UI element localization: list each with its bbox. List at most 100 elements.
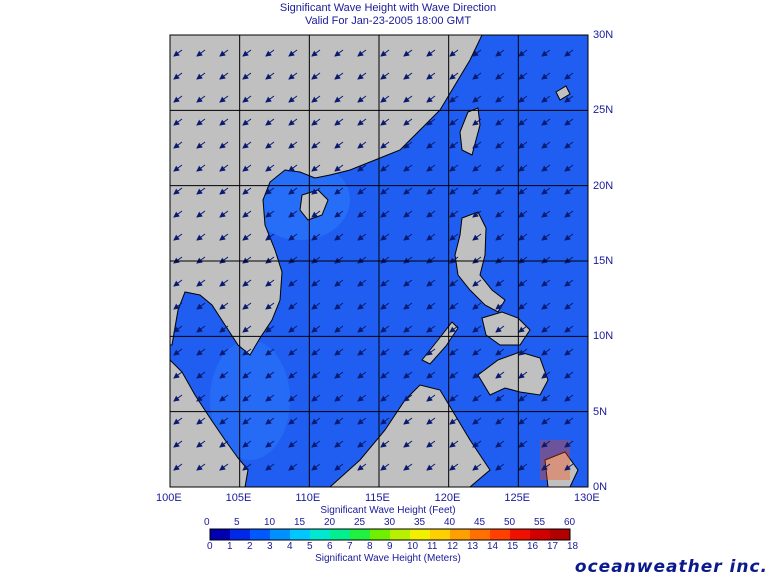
wave-arrow <box>334 95 344 103</box>
wave-arrow <box>426 187 436 195</box>
mindanao <box>477 351 549 396</box>
feet-tick: 25 <box>354 517 366 528</box>
wave-arrow <box>219 141 229 149</box>
wave-arrow <box>426 95 436 103</box>
wave-arrow <box>380 118 390 126</box>
wave-arrow <box>173 118 183 126</box>
meter-tick: 1 <box>227 541 233 552</box>
wave-arrow <box>380 463 390 471</box>
wave-arrow <box>518 164 528 172</box>
wave-arrow <box>518 49 528 57</box>
wave-arrow <box>518 302 528 310</box>
wave-arrow <box>495 210 505 218</box>
meter-tick: 17 <box>547 541 559 552</box>
meter-tick: 15 <box>507 541 519 552</box>
wave-arrow <box>541 463 551 471</box>
wave-arrow <box>173 164 183 172</box>
wave-arrow <box>472 325 482 333</box>
wave-arrow <box>357 417 367 425</box>
meter-tick: 7 <box>347 541 353 552</box>
wave-arrow <box>564 371 574 379</box>
wave-arrow <box>518 325 528 333</box>
lon-label: 115E <box>365 492 390 504</box>
wave-arrow <box>426 49 436 57</box>
wave-arrow <box>173 325 183 333</box>
meter-tick: 4 <box>287 541 293 552</box>
wave-arrow <box>380 348 390 356</box>
wave-arrow <box>426 417 436 425</box>
lon-label: 130E <box>574 492 600 504</box>
wave-arrow <box>518 440 528 448</box>
feet-tick: 0 <box>204 517 210 528</box>
wave-arrow <box>564 256 574 264</box>
wave-arrow <box>219 417 229 425</box>
wave-arrow <box>334 187 344 195</box>
wave-direction-arrows <box>173 49 574 471</box>
wave-arrow <box>334 371 344 379</box>
wave-arrow <box>242 325 252 333</box>
meter-tick: 13 <box>467 541 479 552</box>
wave-arrow <box>242 463 252 471</box>
meter-tick: 16 <box>527 541 539 552</box>
wave-arrow <box>288 141 298 149</box>
wave-arrow <box>357 49 367 57</box>
wave-arrow <box>541 325 551 333</box>
wave-arrow <box>173 440 183 448</box>
wave-arrow <box>495 118 505 126</box>
wave-arrow <box>357 279 367 287</box>
wave-arrow <box>403 72 413 80</box>
wave-arrow <box>219 49 229 57</box>
wave-arrow <box>173 49 183 57</box>
wave-arrow <box>495 463 505 471</box>
wave-arrow <box>311 302 321 310</box>
wave-arrow <box>311 95 321 103</box>
wave-arrow <box>449 463 459 471</box>
wave-arrow <box>495 302 505 310</box>
lon-label: 120E <box>434 492 461 504</box>
meter-tick: 8 <box>367 541 373 552</box>
wave-arrow <box>334 302 344 310</box>
wave-arrow <box>403 417 413 425</box>
wave-arrow <box>173 348 183 356</box>
wave-arrow <box>265 256 275 264</box>
wave-arrow <box>265 72 275 80</box>
wave-arrow <box>357 72 367 80</box>
wave-arrow <box>541 371 551 379</box>
wave-arrow <box>219 187 229 195</box>
map-title: Significant Wave Height with Wave Direct… <box>279 2 497 14</box>
wave-arrow <box>242 118 252 126</box>
wave-arrow <box>426 164 436 172</box>
wave-arrow <box>449 141 459 149</box>
lat-label: 25N <box>593 104 614 117</box>
wave-arrow <box>541 394 551 402</box>
wave-arrow <box>449 187 459 195</box>
wave-arrow <box>196 279 206 287</box>
colorbar-swatch <box>250 529 271 540</box>
wave-arrow <box>380 394 390 402</box>
wave-arrow <box>564 49 574 57</box>
wave-arrow <box>564 72 574 80</box>
wave-arrow <box>541 256 551 264</box>
wave-arrow <box>426 256 436 264</box>
wave-arrow <box>472 210 482 218</box>
wave-arrow <box>242 417 252 425</box>
wave-arrow <box>196 164 206 172</box>
wave-arrow <box>242 72 252 80</box>
feet-tick: 45 <box>474 517 486 528</box>
wave-arrow <box>541 72 551 80</box>
wave-arrow <box>472 302 482 310</box>
meter-tick: 14 <box>487 541 499 552</box>
wave-arrow <box>265 348 275 356</box>
wave-arrow <box>357 95 367 103</box>
wave-arrow <box>472 348 482 356</box>
meter-tick: 12 <box>447 541 459 552</box>
wave-arrow <box>495 256 505 264</box>
wave-arrow <box>541 164 551 172</box>
wave-arrow <box>196 118 206 126</box>
colorbar-swatch <box>430 529 451 540</box>
wave-arrow <box>564 187 574 195</box>
wave-arrow <box>334 279 344 287</box>
wave-arrow <box>173 210 183 218</box>
wave-arrow <box>495 325 505 333</box>
wave-arrow <box>426 348 436 356</box>
